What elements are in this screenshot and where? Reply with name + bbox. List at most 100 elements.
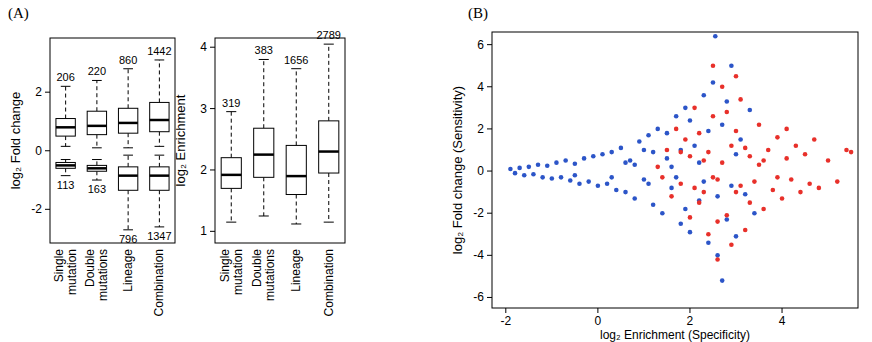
whisker-cap	[92, 147, 102, 148]
median	[150, 119, 169, 122]
point	[614, 188, 619, 193]
point	[692, 106, 697, 111]
plot-area	[508, 34, 853, 283]
point	[660, 211, 665, 216]
point	[720, 122, 725, 127]
whisker	[159, 132, 160, 147]
point	[623, 190, 628, 195]
point	[706, 232, 711, 237]
point	[724, 213, 729, 218]
whisker-cap	[61, 86, 71, 87]
median	[87, 167, 106, 170]
whisker	[296, 195, 297, 224]
median	[87, 125, 106, 128]
point	[692, 143, 697, 148]
point	[711, 63, 716, 68]
whisker-cap	[324, 44, 334, 45]
median	[254, 153, 274, 156]
point	[545, 163, 550, 168]
figure: (A)-202log₂ Fold changeSinglemutationDou…	[0, 0, 872, 342]
point	[522, 173, 527, 178]
count-label: 383	[255, 44, 273, 56]
whisker	[231, 112, 232, 158]
point	[849, 150, 854, 155]
x-tick-label: Combination	[152, 249, 166, 316]
x-tick-label-line: mutation	[231, 249, 245, 295]
point	[632, 196, 637, 201]
x-tick	[689, 308, 690, 313]
point	[734, 129, 739, 134]
point	[688, 118, 693, 123]
whisker-cap	[61, 146, 71, 147]
box	[87, 111, 106, 134]
point	[706, 240, 711, 245]
box	[254, 128, 274, 177]
y-tick	[210, 108, 215, 109]
point	[688, 154, 693, 159]
point	[517, 166, 522, 171]
count-label: 206	[56, 71, 74, 83]
point	[715, 194, 720, 199]
point	[688, 215, 693, 220]
point	[729, 143, 734, 148]
point	[678, 150, 683, 155]
x-tick-label: 4	[779, 314, 786, 328]
box	[118, 167, 137, 190]
count-label: 1442	[147, 45, 171, 57]
point	[600, 152, 605, 157]
y-tick-label: 0	[477, 164, 484, 178]
point	[683, 207, 688, 212]
point	[729, 63, 734, 68]
x-tick-label: 2	[687, 314, 694, 328]
box	[56, 119, 75, 137]
whisker-cap	[123, 229, 133, 230]
point	[807, 181, 812, 186]
whisker-cap	[226, 222, 236, 223]
whisker-cap	[259, 215, 269, 216]
box	[87, 165, 106, 171]
x-tick	[597, 308, 598, 313]
point	[678, 221, 683, 226]
point	[720, 160, 725, 165]
point	[724, 217, 729, 222]
x-tick-label: Doublemutations	[250, 249, 277, 301]
point	[734, 74, 739, 79]
point	[596, 184, 601, 189]
whisker	[263, 59, 264, 128]
point	[789, 177, 794, 182]
whisker-cap	[123, 147, 133, 148]
point	[665, 156, 670, 161]
point	[591, 154, 596, 159]
point	[738, 137, 743, 142]
y-tick	[487, 171, 492, 172]
point	[711, 114, 716, 119]
point	[669, 194, 674, 199]
point	[743, 192, 748, 197]
point	[761, 158, 766, 163]
count-label: 220	[88, 65, 106, 77]
whisker-cap	[259, 59, 269, 60]
median	[150, 174, 169, 177]
point	[577, 181, 582, 186]
box	[118, 108, 137, 133]
point	[563, 158, 568, 163]
point	[637, 139, 642, 144]
box	[319, 121, 339, 173]
y-axis-label: log₂ Fold change	[8, 92, 23, 190]
point	[655, 127, 660, 132]
point	[573, 173, 578, 178]
point	[784, 127, 789, 132]
point	[734, 234, 739, 239]
whisker	[328, 173, 329, 222]
point	[642, 148, 647, 153]
whisker	[65, 136, 66, 146]
plot-frame	[492, 32, 858, 308]
point	[651, 202, 656, 207]
y-tick-label: -4	[473, 248, 484, 262]
point	[674, 127, 679, 132]
x-tick-label: Lineage	[121, 249, 135, 292]
point	[729, 242, 734, 247]
median	[286, 175, 306, 178]
whisker-cap	[324, 222, 334, 223]
point	[646, 133, 651, 138]
